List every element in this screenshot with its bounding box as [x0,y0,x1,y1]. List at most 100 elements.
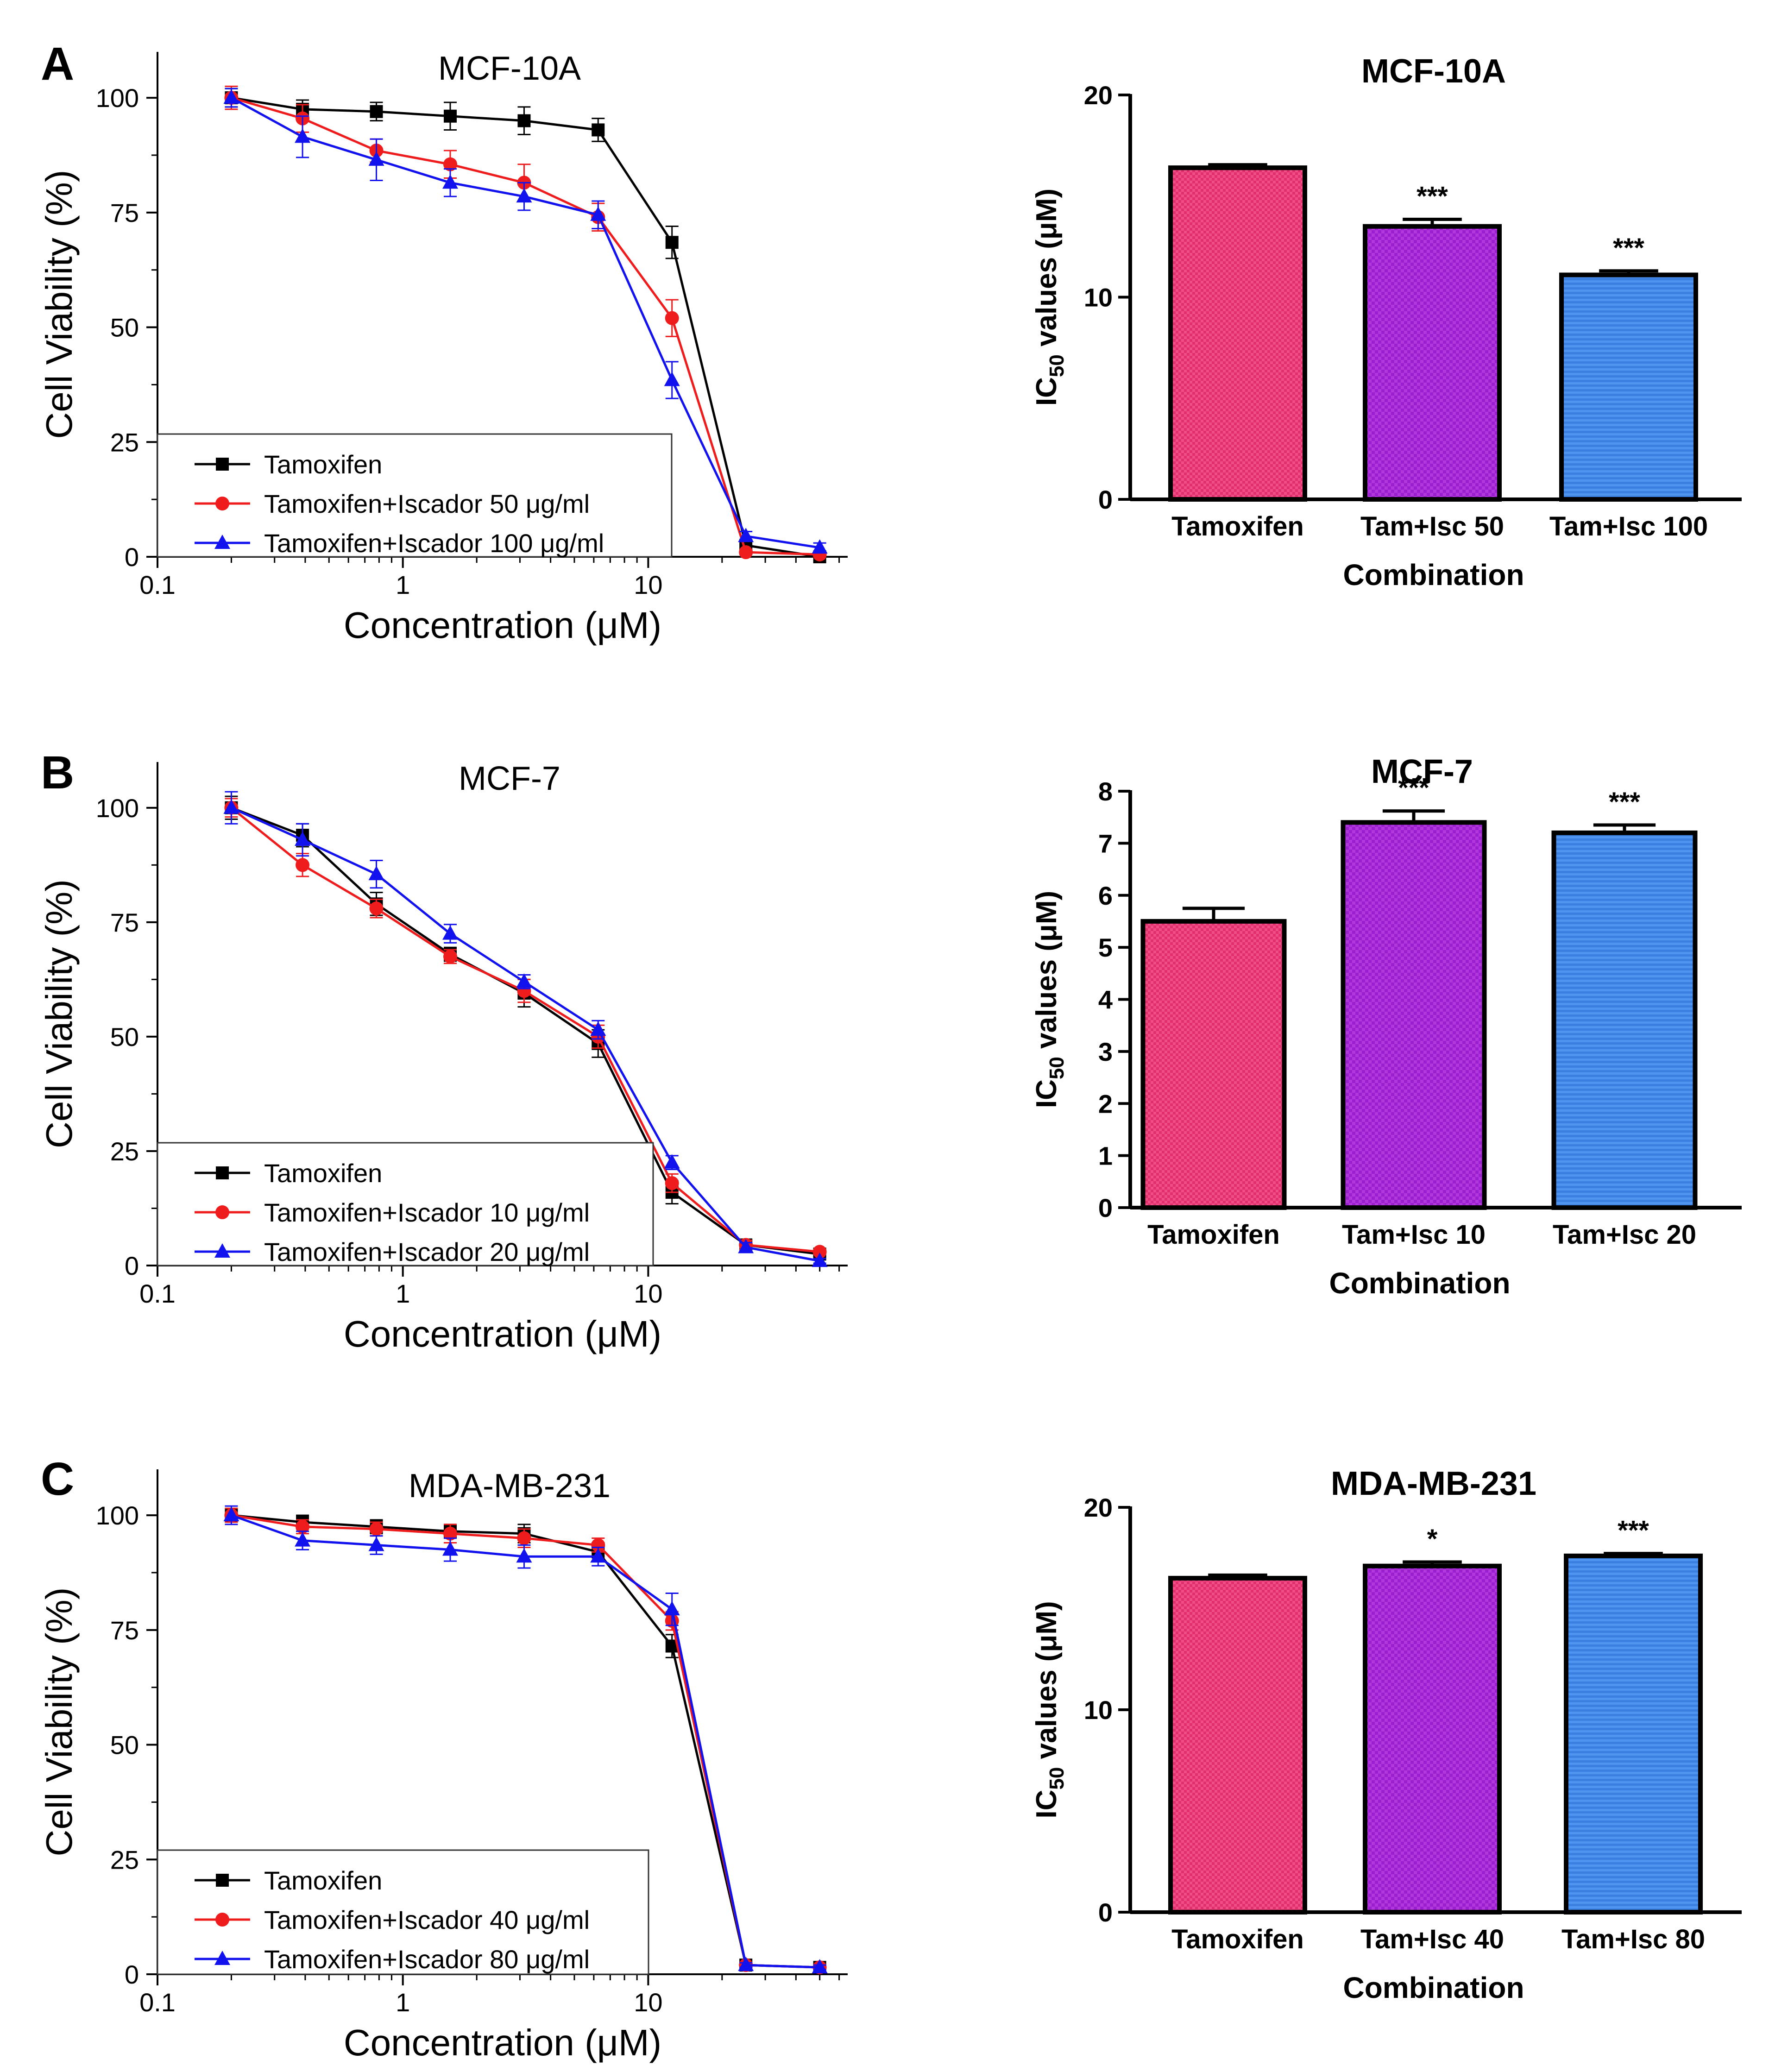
y-tick-label: 0 [125,1251,139,1280]
y-tick-label: 4 [1098,985,1113,1014]
legend-box [157,1142,654,1266]
data-point [223,1507,239,1522]
x-tick-label: 0.1 [139,570,176,599]
y-tick-label: 0 [1098,1193,1113,1222]
legend-label: Tamoxifen+Iscador 20 μg/ml [264,1237,590,1266]
legend: Tamoxifen Tamoxifen+Iscador 50 μg/ml Tamox… [157,433,673,558]
y-tick-label: 8 [1098,777,1113,806]
y-tick-label: 100 [96,1501,139,1530]
x-tick-label: 10 [634,1988,662,2017]
legend-label: Tamoxifen [264,1159,382,1188]
y-axis-label: Cell Viability (%) [38,1587,80,1857]
x-tick-label: 10 [634,1279,662,1308]
y-tick-label: 50 [110,1731,139,1760]
data-point [592,123,605,137]
x-axis-label: Combination [1343,1971,1524,2004]
y-tick-label: 75 [110,198,139,227]
y-tick-label: 100 [96,794,139,823]
data-point [368,866,384,881]
legend-marker [214,535,230,549]
data-point [223,799,239,814]
bar [1168,1575,1307,1915]
x-tick-label: Tam+Isc 20 [1553,1220,1696,1250]
y-tick-label: 75 [110,1616,139,1645]
data-point [296,1519,310,1534]
y-tick-label: 0 [1098,1898,1113,1927]
legend-box [157,1849,649,1975]
legend-label: Tamoxifen+Iscador 40 μg/ml [264,1905,590,1934]
chart-title: MDA-MB-231 [1331,1465,1536,1502]
data-point [738,1239,754,1253]
data-point [665,236,679,249]
data-point [664,1154,680,1169]
data-point [295,831,311,846]
x-tick-label: 1 [396,1988,410,2017]
y-tick-label: 10 [1084,283,1113,312]
y-axis-label: Cell Viability (%) [38,879,80,1148]
y-tick-label: 20 [1084,81,1113,110]
y-tick-label: 0 [1098,485,1113,514]
x-tick-label: Tam+Isc 40 [1360,1924,1504,1954]
chart-title: MDA-MB-231 [409,1467,611,1505]
data-point [295,128,311,143]
y-tick-label: 3 [1098,1037,1113,1066]
panel-letter-c: C [41,1453,75,1505]
data-point [442,1541,458,1556]
y-tick-label: 100 [96,83,139,113]
chart-title: MCF-7 [1371,753,1473,790]
significance-marker: *** [1618,1516,1649,1546]
data-point [369,1522,384,1536]
legend-marker [215,497,229,510]
significance-marker: * [1427,1524,1438,1554]
legend: Tamoxifen Tamoxifen+Iscador 10 μg/ml Tamox… [157,1142,654,1266]
data-point [516,1548,532,1563]
data-point [443,1526,457,1541]
x-axis-label: Combination [1329,1266,1510,1300]
y-axis-label: IC50 values (μM) [1031,891,1068,1108]
data-point [516,973,532,988]
data-point [443,109,457,123]
line-chart-3: 0 25 50 75 100 0.1 1 10 MDA-MB-231 Concentration … [38,1467,848,2063]
y-tick-label: 75 [110,908,139,937]
legend-marker [216,1874,229,1887]
data-point [590,1548,606,1563]
data-point [296,858,310,872]
data-point [443,949,457,964]
x-tick-label: Tam+Isc 80 [1561,1924,1705,1954]
data-point [223,89,239,104]
y-axis-label: IC50 values (μM) [1031,189,1068,406]
data-point [738,528,754,542]
data-point [664,1601,680,1616]
bar [1140,919,1287,1210]
x-tick-label: Tamoxifen [1171,511,1304,542]
data-point [590,206,606,221]
data-point [442,174,458,189]
bar [1551,830,1698,1210]
y-tick-label: 25 [110,428,139,457]
y-tick-label: 25 [110,1845,139,1874]
x-axis-label: Concentration (μM) [344,1313,661,1354]
x-tick-label: 1 [396,570,410,599]
legend-marker [214,1951,230,1965]
data-point [517,114,531,127]
chart-title: MCF-10A [438,50,581,87]
legend-label: Tamoxifen+Iscador 100 μg/ml [264,529,604,558]
y-tick-label: 6 [1098,881,1113,910]
chart-title: MCF-7 [459,760,560,797]
data-point [665,311,679,325]
legend-marker [215,1913,229,1927]
chart-title: MCF-10A [1361,53,1506,90]
x-tick-label: 10 [634,570,662,599]
panel-letter-a: A [41,38,75,90]
bar [1341,820,1487,1210]
panel-letter-b: B [41,747,75,799]
y-axis-label: Cell Viability (%) [38,170,80,439]
x-tick-label: Tamoxifen [1171,1924,1304,1954]
x-tick-label: Tam+Isc 10 [1342,1220,1486,1250]
y-tick-label: 0 [125,1960,139,1989]
significance-marker: *** [1416,181,1448,211]
data-point [739,545,753,560]
bar [1168,165,1307,502]
legend-label: Tamoxifen+Iscador 10 μg/ml [264,1198,590,1227]
